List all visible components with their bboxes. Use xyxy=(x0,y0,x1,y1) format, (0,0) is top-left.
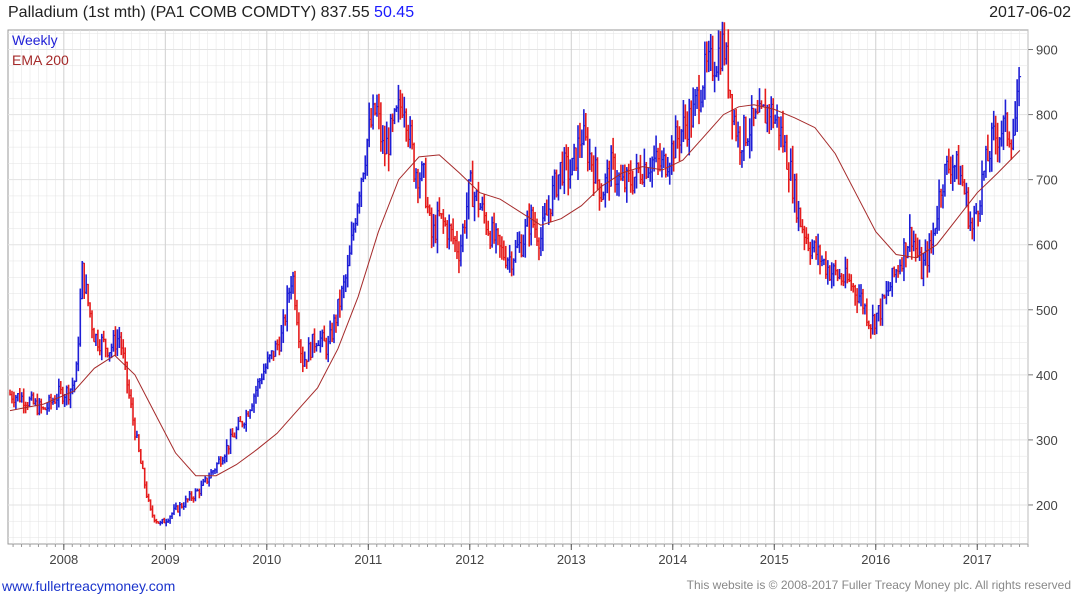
chart-date: 2017-06-02 xyxy=(989,4,1071,21)
x-tick-label: 2009 xyxy=(151,552,180,567)
y-tick-label: 700 xyxy=(1036,173,1058,188)
x-tick-label: 2016 xyxy=(861,552,890,567)
x-tick-label: 2013 xyxy=(557,552,586,567)
y-tick-label: 900 xyxy=(1036,43,1058,58)
legend-ema: EMA 200 xyxy=(12,52,69,68)
x-tick-label: 2008 xyxy=(49,552,78,567)
legend-weekly: Weekly xyxy=(12,32,58,48)
x-tick-label: 2012 xyxy=(455,552,484,567)
chart-header: Palladium (1st mth) (PA1 COMB COMDTY) 83… xyxy=(8,4,414,22)
y-tick-label: 300 xyxy=(1036,433,1058,448)
last-price: 837.55 xyxy=(320,4,370,21)
y-tick-label: 400 xyxy=(1036,368,1058,383)
plot-frame xyxy=(7,29,1029,545)
symbol-title: Palladium (1st mth) (PA1 COMB COMDTY) xyxy=(8,4,317,21)
x-tick-label: 2014 xyxy=(658,552,687,567)
ema-200-line xyxy=(9,104,1021,477)
x-tick-label: 2010 xyxy=(252,552,281,567)
y-tick-label: 200 xyxy=(1036,498,1058,513)
x-tick-label: 2015 xyxy=(760,552,789,567)
copyright-notice: This website is © 2008-2017 Fuller Treac… xyxy=(686,578,1071,592)
y-tick-label: 600 xyxy=(1036,238,1058,253)
x-tick-label: 2011 xyxy=(354,552,382,567)
price-change: 50.45 xyxy=(374,4,415,21)
y-tick-label: 500 xyxy=(1036,303,1058,318)
x-tick-label: 2017 xyxy=(963,552,992,567)
y-tick-label: 800 xyxy=(1036,108,1058,123)
site-link[interactable]: www.fullertreacymoney.com xyxy=(2,578,176,594)
